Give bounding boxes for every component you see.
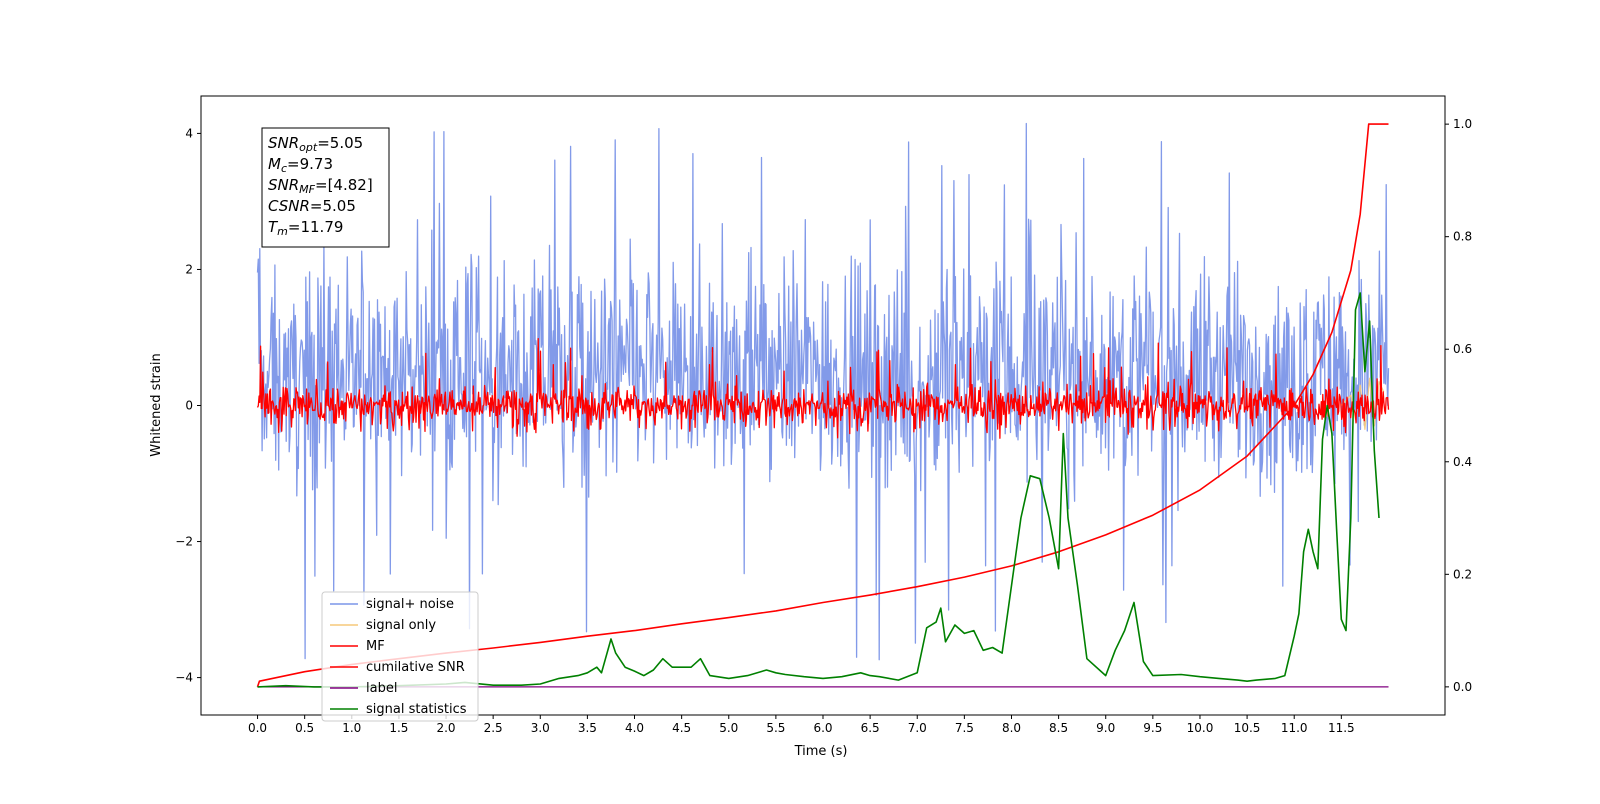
series-signal-statistics-line xyxy=(257,292,1380,688)
x-tick-label: 1.5 xyxy=(389,721,408,735)
y2-tick-label: 0.8 xyxy=(1453,230,1472,244)
axes-layer: 0.0 0.5 1.0 1.5 2.0 2.5 3.0 3.5 4.0 4.5 5.0 5.5 6.0 6… xyxy=(175,117,1472,735)
y-tick-label: 4 xyxy=(185,126,193,140)
x-tick-label: 0.5 xyxy=(295,721,314,735)
y2-tick-label: 1.0 xyxy=(1453,117,1472,131)
x-tick-label: 1.0 xyxy=(342,721,361,735)
annotation-line: SNRMF=[4.82] xyxy=(268,176,373,196)
x-tick-label: 7.5 xyxy=(955,721,974,735)
annotation-line: Mc=9.73 xyxy=(268,155,333,175)
annotation-line: SNRopt=5.05 xyxy=(268,134,363,154)
annotation-line: Tm=11.79 xyxy=(268,218,343,238)
x-tick-label: 11.0 xyxy=(1281,721,1308,735)
x-tick-label: 9.5 xyxy=(1143,721,1162,735)
x-tick-label: 4.0 xyxy=(625,721,644,735)
x-tick-label: 6.5 xyxy=(861,721,880,735)
legend: signal+ noise signal only MF cumilative SNR… xyxy=(321,591,479,722)
legend-label-signal-noise: signal+ noise xyxy=(366,597,454,612)
x-tick-label: 3.5 xyxy=(578,721,597,735)
x-axis-label: Time (s) xyxy=(794,744,848,759)
x-tick-label: 3.0 xyxy=(531,721,550,735)
x-tick-label: 4.5 xyxy=(672,721,691,735)
legend-label-cumilative-snr: cumilative SNR xyxy=(366,660,465,675)
x-tick-label: 5.0 xyxy=(719,721,738,735)
x-tick-label: 2.0 xyxy=(436,721,455,735)
series-mf-line xyxy=(256,337,1390,439)
y-axis-label: Whitened strain xyxy=(149,353,164,456)
x-tick-label: 7.0 xyxy=(908,721,927,735)
x-tick-label: 9.0 xyxy=(1096,721,1115,735)
y2-tick-label: 0.0 xyxy=(1453,680,1472,694)
x-tick-label: 8.5 xyxy=(1049,721,1068,735)
annotation-frame xyxy=(261,127,390,248)
x-tick-label: 10.5 xyxy=(1234,721,1261,735)
x-tick-label: 6.0 xyxy=(813,721,832,735)
legend-label-label: label xyxy=(366,681,397,696)
y-tick-label: 2 xyxy=(185,262,193,276)
legend-label-signal-statistics: signal statistics xyxy=(366,702,467,717)
legend-label-mf: MF xyxy=(366,639,385,654)
x-tick-label: 5.5 xyxy=(766,721,785,735)
y-tick-label: −4 xyxy=(175,671,193,685)
x-tick-label: 0.0 xyxy=(248,721,267,735)
x-tick-label: 11.5 xyxy=(1328,721,1355,735)
annotation-line: CSNR=5.05 xyxy=(268,197,356,215)
y2-tick-label: 0.2 xyxy=(1453,567,1472,581)
x-tick-label: 8.0 xyxy=(1002,721,1021,735)
x-tick-label: 10.0 xyxy=(1187,721,1214,735)
y-tick-label: 0 xyxy=(185,399,193,413)
y-tick-label: −2 xyxy=(175,535,193,549)
series-signal-noise-line xyxy=(256,122,1390,661)
y2-tick-label: 0.4 xyxy=(1453,455,1472,469)
x-tick-label: 2.5 xyxy=(484,721,503,735)
y2-tick-label: 0.6 xyxy=(1453,342,1472,356)
legend-label-signal-only: signal only xyxy=(366,618,436,633)
legend-frame xyxy=(321,591,479,722)
